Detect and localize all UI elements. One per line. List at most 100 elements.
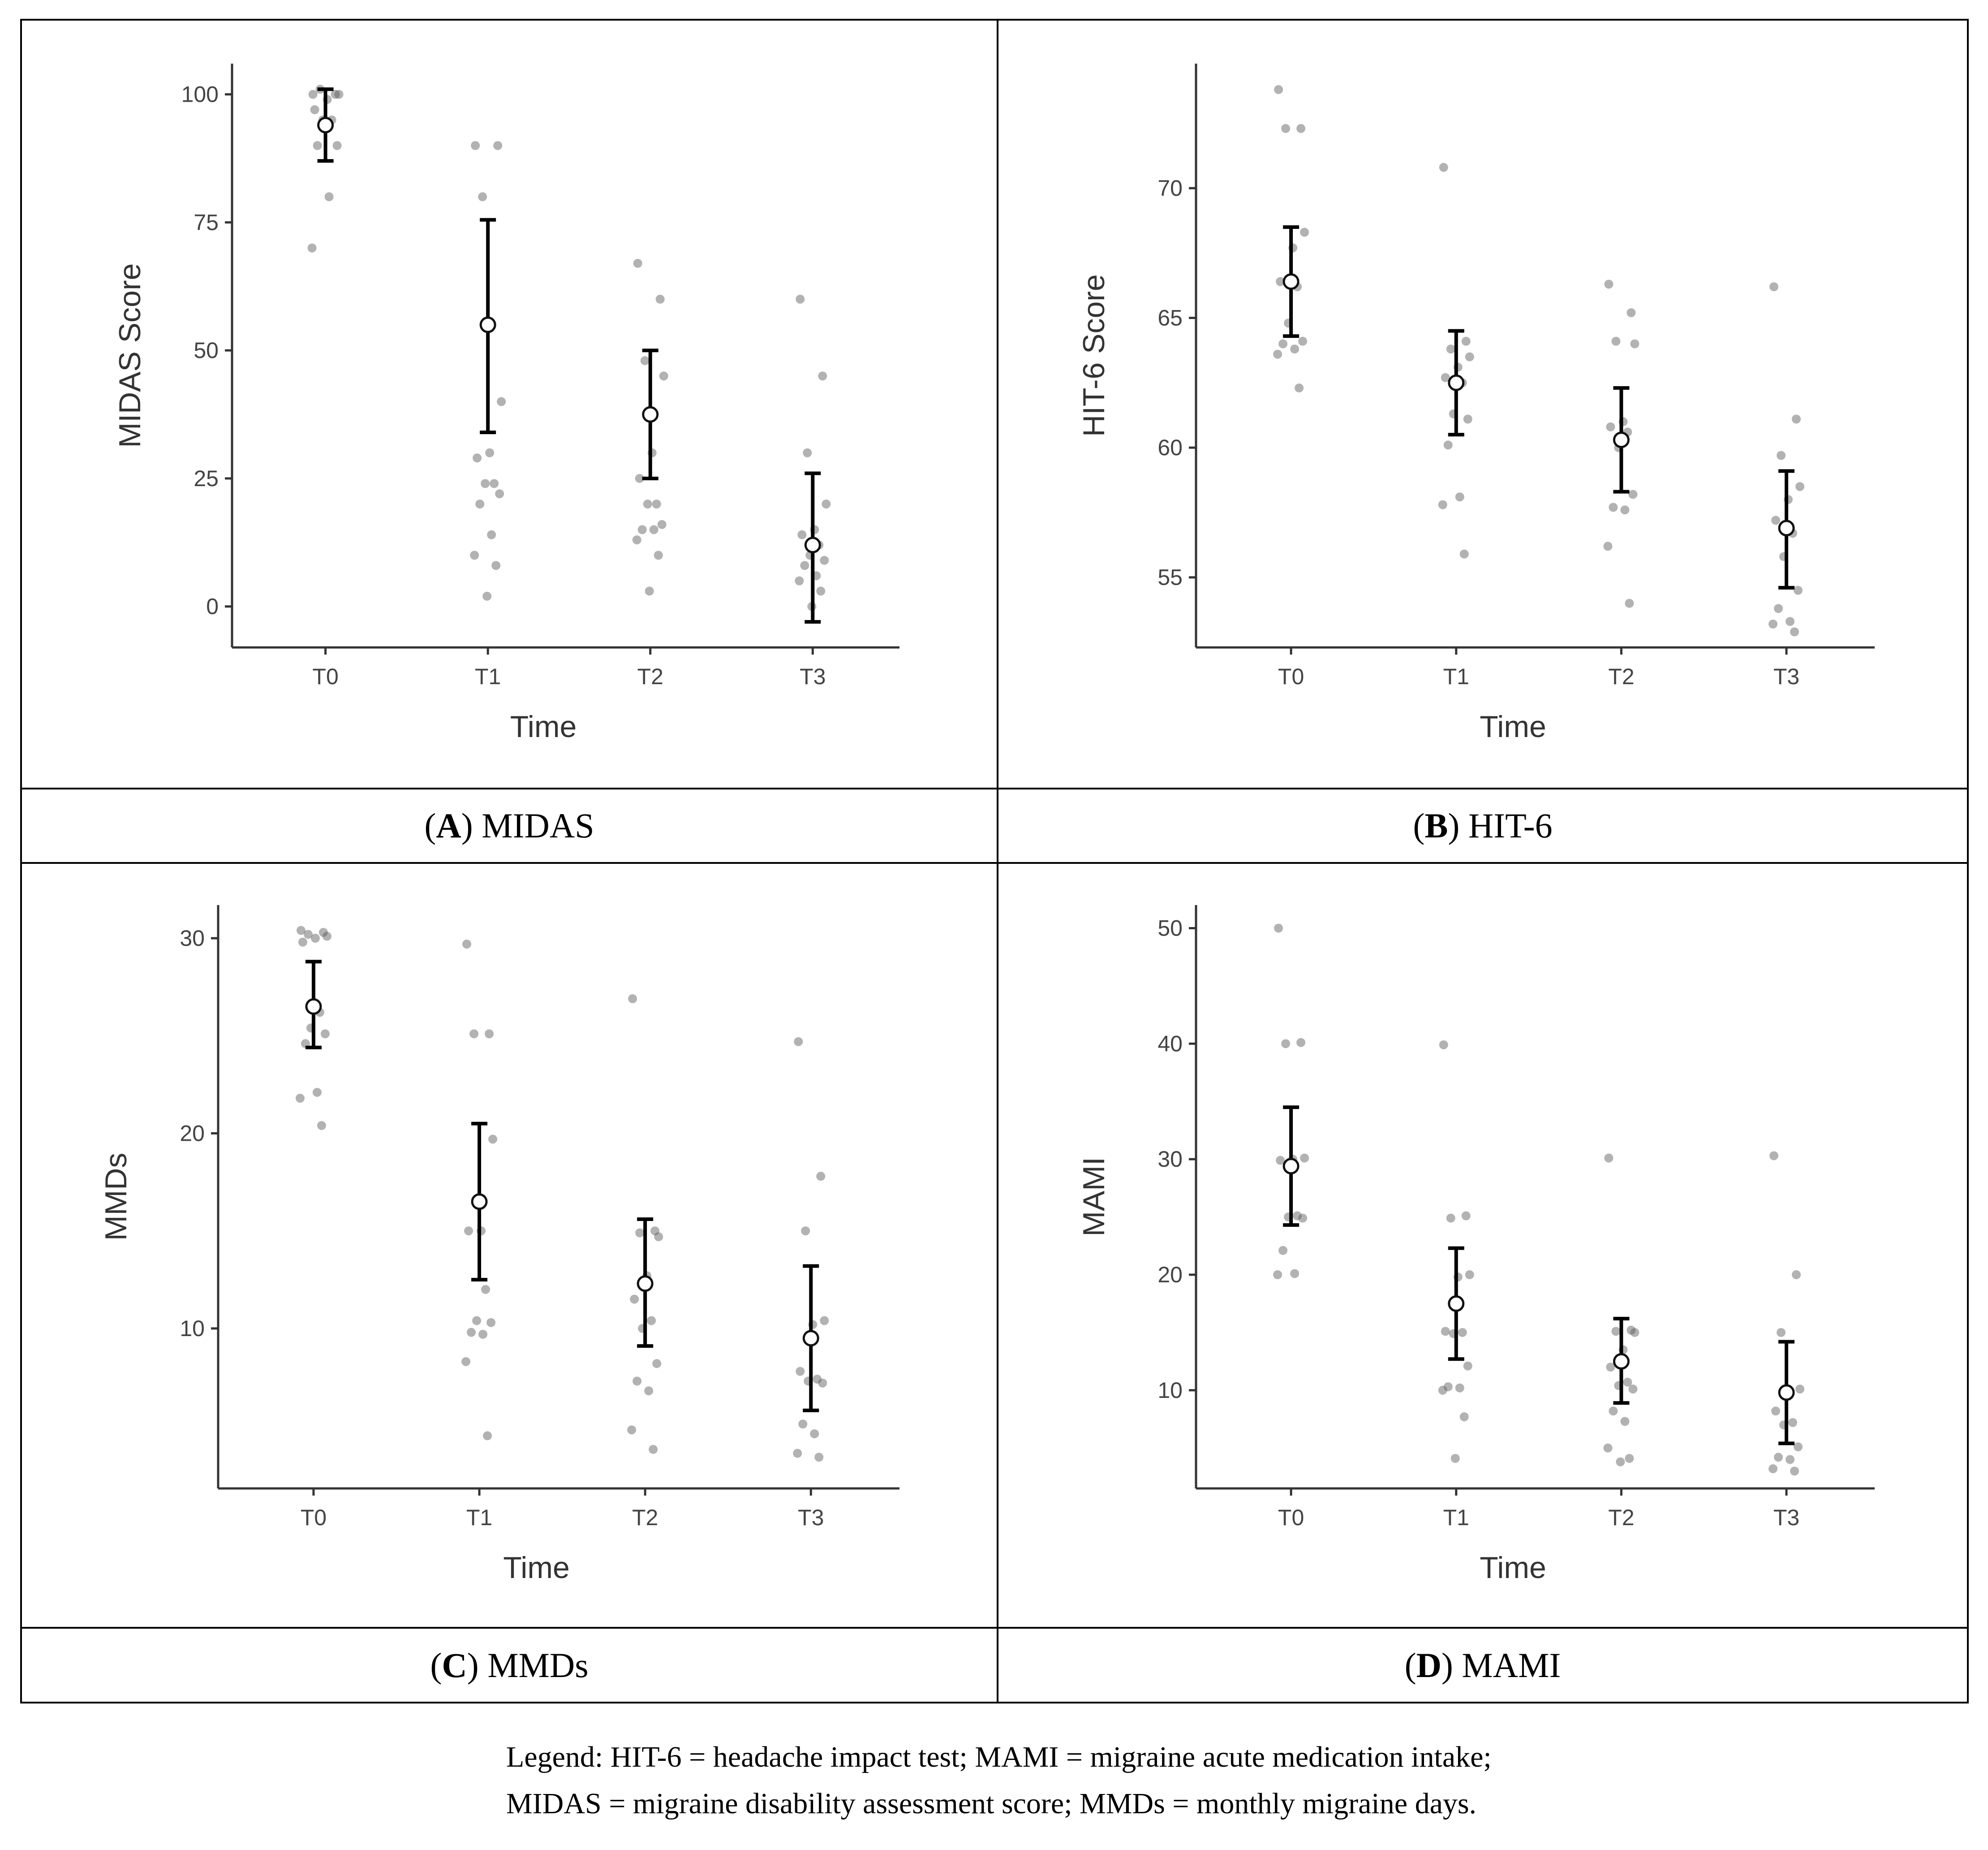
data-point — [295, 1094, 305, 1103]
data-point — [654, 551, 663, 560]
data-point — [630, 1294, 639, 1304]
data-point — [1609, 1406, 1618, 1416]
data-point — [1625, 1453, 1634, 1463]
data-point — [657, 520, 667, 529]
data-point — [652, 1359, 662, 1368]
y-tick-label: 70 — [1158, 176, 1183, 201]
data-point — [1461, 336, 1471, 346]
data-point — [1455, 492, 1464, 502]
data-point — [473, 453, 482, 463]
legend-line-2: MIDAS = migraine disability assessment s… — [506, 1787, 1477, 1820]
data-point — [1625, 599, 1634, 608]
data-point — [1604, 280, 1614, 289]
data-point — [1295, 383, 1304, 392]
data-point — [488, 1134, 498, 1144]
data-point — [635, 474, 644, 483]
data-point — [1611, 336, 1621, 346]
data-point — [1278, 1246, 1288, 1255]
data-point — [1623, 1377, 1632, 1387]
data-point — [649, 525, 658, 535]
mean-marker — [1613, 431, 1630, 448]
data-point — [320, 1029, 330, 1039]
caption-letter: A — [436, 806, 461, 845]
data-point — [310, 934, 320, 943]
data-point — [635, 1228, 645, 1238]
caption-panel-a: (A) MIDAS — [424, 806, 594, 845]
data-point — [469, 1029, 479, 1039]
data-point — [1300, 1153, 1309, 1163]
data-point — [1769, 619, 1778, 629]
data-point — [312, 1088, 322, 1097]
data-point — [798, 1419, 808, 1429]
y-axis-title: MAMI — [1077, 1157, 1111, 1237]
row-divider-a — [22, 788, 1967, 789]
data-point — [633, 1376, 642, 1386]
data-point — [1458, 1328, 1467, 1337]
data-point — [491, 561, 501, 570]
legend-line-1: Legend: HIT-6 = headache impact test; MA… — [506, 1741, 1492, 1773]
mean-marker — [317, 116, 334, 134]
x-tick-label: T2 — [1608, 1505, 1634, 1530]
x-axis-title: Time — [1480, 1551, 1546, 1585]
y-tick-label: 55 — [1158, 565, 1183, 590]
data-point — [1441, 1327, 1450, 1336]
y-tick-label: 0 — [206, 594, 219, 619]
x-tick-label: T3 — [798, 1505, 824, 1530]
data-point — [652, 499, 661, 509]
column-divider — [997, 21, 998, 1702]
data-point — [627, 1425, 637, 1435]
y-axis-title: MMDs — [99, 1153, 133, 1241]
data-point — [483, 1431, 492, 1440]
data-point — [481, 1285, 491, 1294]
caption-letter: D — [1416, 1645, 1442, 1685]
y-tick-label: 40 — [1158, 1031, 1183, 1056]
data-point — [1771, 516, 1781, 525]
mean-marker — [1448, 1295, 1465, 1312]
y-tick-label: 65 — [1158, 306, 1183, 331]
data-point — [331, 90, 340, 99]
data-point — [1276, 1156, 1285, 1165]
data-point — [486, 1318, 496, 1327]
x-axis-title: Time — [1480, 710, 1546, 744]
x-axis-title: Time — [503, 1551, 570, 1585]
data-point — [810, 1429, 819, 1439]
data-point — [1446, 345, 1455, 354]
figure-legend: Legend: HIT-6 = headache impact test; MA… — [506, 1734, 1940, 1827]
x-tick-label: T2 — [1608, 664, 1634, 689]
data-point — [1461, 1211, 1471, 1220]
data-point — [1777, 1328, 1786, 1337]
data-point — [1790, 627, 1799, 637]
mean-marker — [642, 406, 659, 423]
data-point — [794, 1037, 803, 1046]
data-point — [1276, 277, 1285, 286]
data-point — [1300, 228, 1309, 237]
data-point — [814, 1453, 824, 1462]
data-point — [318, 927, 328, 937]
data-point — [1459, 1412, 1469, 1422]
data-point — [1769, 1151, 1779, 1160]
data-point — [640, 356, 650, 365]
data-point — [310, 105, 319, 114]
mean-marker — [305, 998, 322, 1015]
data-point — [1273, 1270, 1282, 1280]
y-tick-label: 20 — [1158, 1262, 1183, 1287]
data-point — [324, 192, 334, 202]
data-point — [470, 551, 479, 560]
data-point — [1274, 85, 1283, 94]
mean-marker — [804, 536, 821, 553]
data-point — [803, 448, 812, 457]
data-point — [801, 1226, 810, 1236]
data-point — [816, 586, 826, 596]
data-point — [1293, 1211, 1302, 1220]
caption-text: HIT-6 — [1468, 806, 1553, 845]
x-tick-label: T2 — [637, 664, 663, 689]
mean-marker — [637, 1275, 654, 1292]
data-point — [1774, 1453, 1783, 1462]
x-tick-label: T0 — [1278, 1505, 1304, 1530]
data-point — [478, 1329, 488, 1339]
data-point — [813, 1375, 822, 1384]
y-axis-title: HIT-6 Score — [1077, 274, 1111, 437]
y-tick-label: 25 — [194, 466, 219, 491]
data-point — [1790, 1466, 1799, 1476]
